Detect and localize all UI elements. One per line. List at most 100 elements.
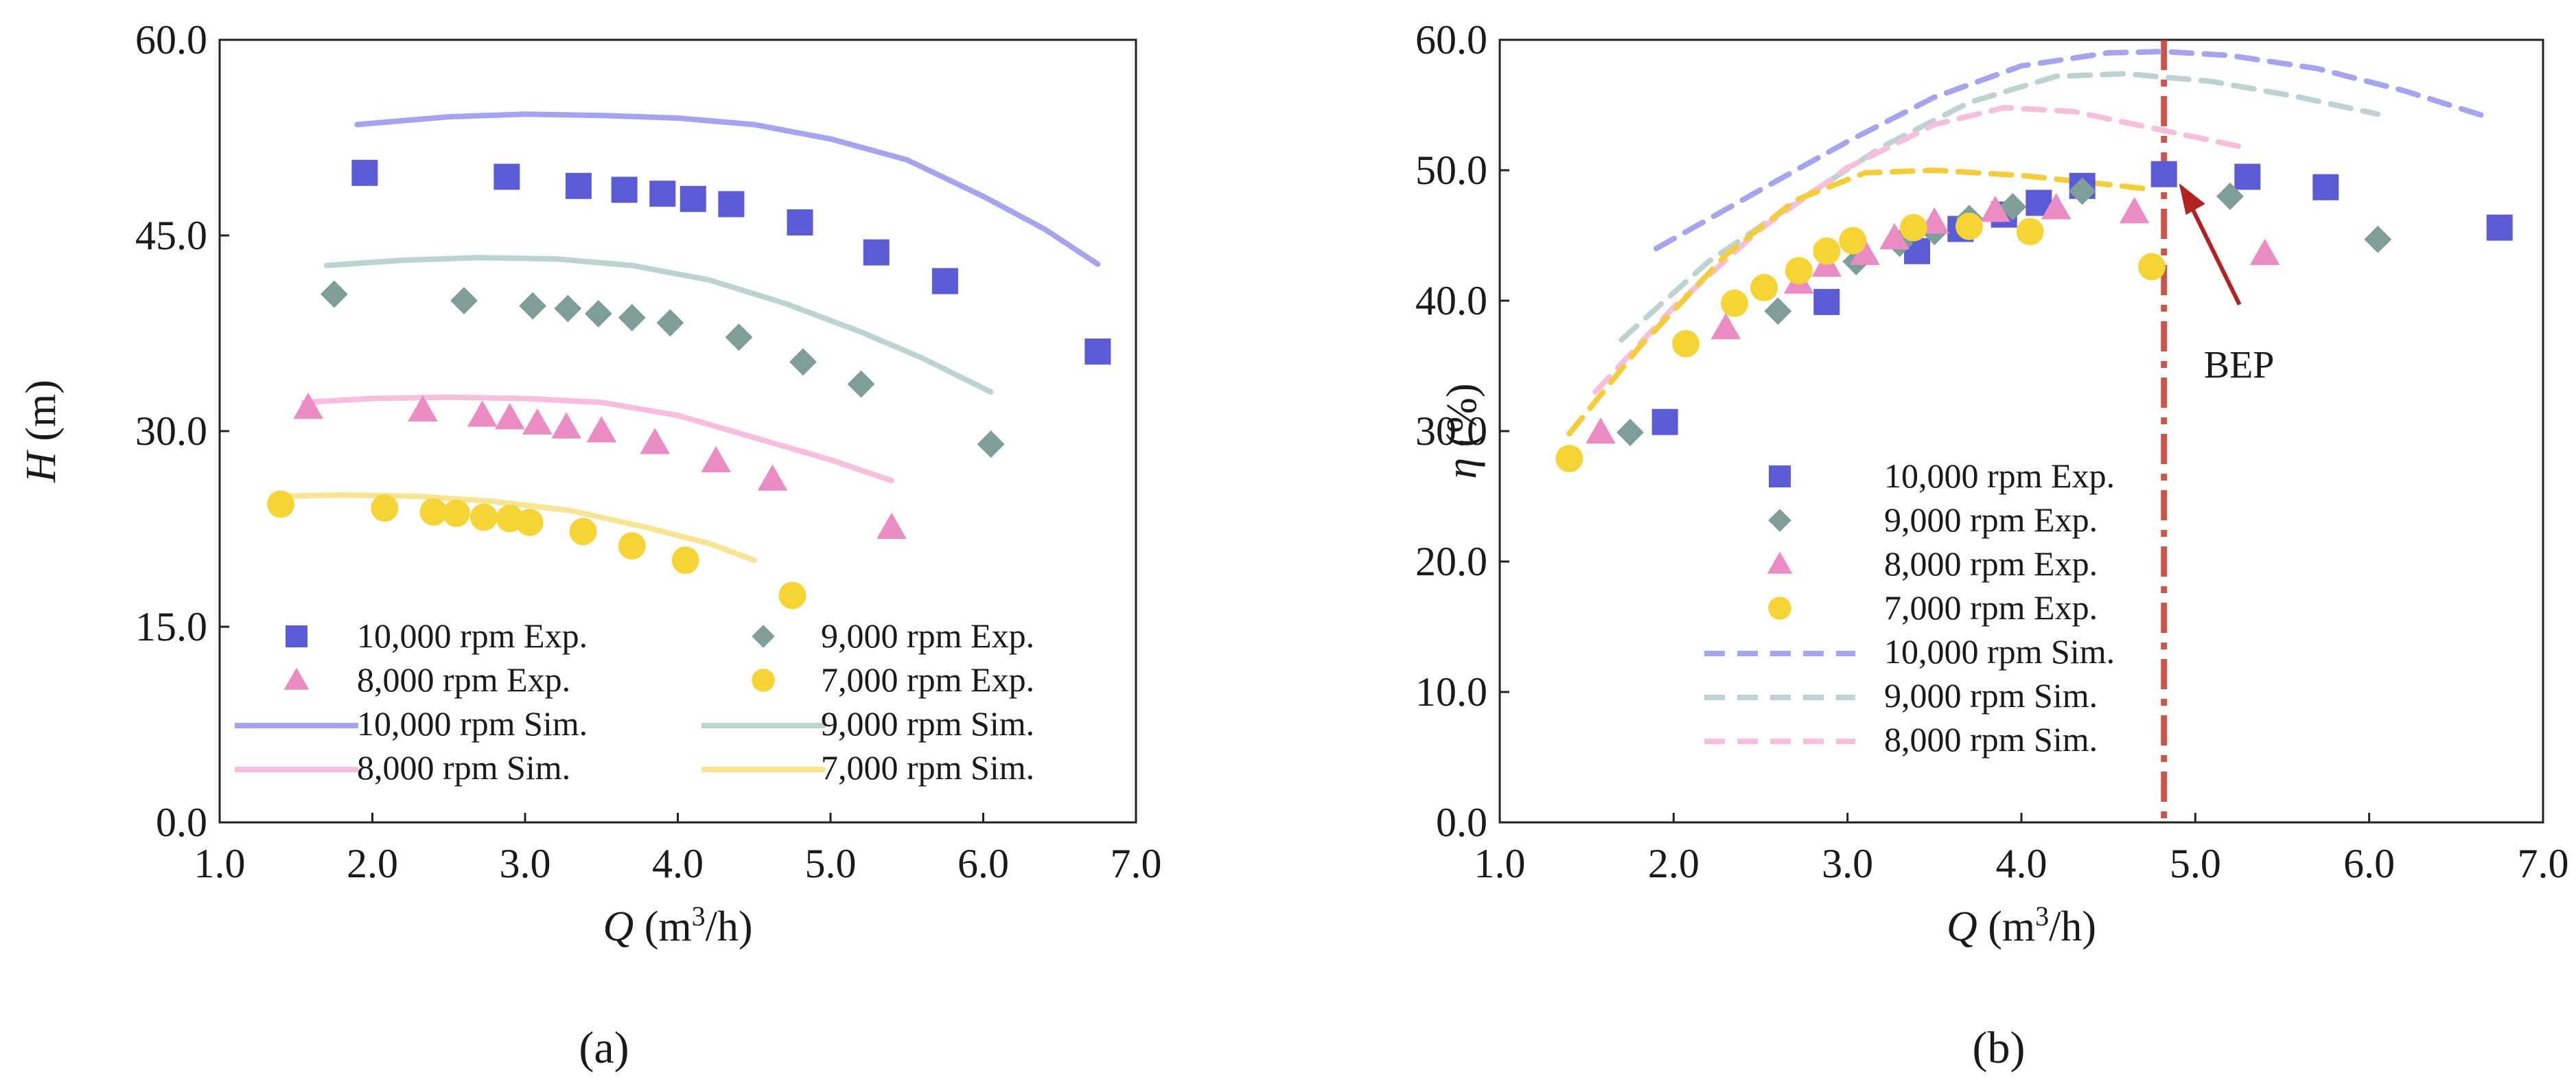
legend-label: 10,000 rpm Exp. xyxy=(1884,457,2115,495)
data-point-e9 xyxy=(2068,177,2096,205)
data-point-e10 xyxy=(718,191,745,218)
data-point-e8 xyxy=(1879,222,1910,250)
data-point-e10 xyxy=(787,209,813,235)
series-line-s8 xyxy=(301,394,894,484)
data-point-e10 xyxy=(1813,288,1840,315)
data-point-e8 xyxy=(586,416,617,443)
data-point-e7 xyxy=(569,518,597,546)
x-tick-label: 5.0 xyxy=(2170,841,2221,886)
legend-label: 9,000 rpm Exp. xyxy=(1884,500,2098,539)
data-point-e8 xyxy=(2119,196,2150,224)
y-tick-label: 0.0 xyxy=(1436,800,1487,845)
y-tick-label: 15.0 xyxy=(135,604,207,649)
data-point-e10 xyxy=(2486,214,2513,241)
y-tick-label: 0.0 xyxy=(156,800,207,845)
legend-label: 8,000 rpm Sim. xyxy=(1884,720,2098,759)
legend-symbol-e7 xyxy=(1768,597,1791,620)
legend-label: 10,000 rpm Exp. xyxy=(357,616,588,655)
series-line-s10 xyxy=(354,111,1101,267)
y-tick-label: 50.0 xyxy=(1415,148,1487,193)
data-point-e7 xyxy=(1839,227,1867,255)
x-axis-label-unit-end: /h) xyxy=(2049,903,2096,950)
data-point-e9 xyxy=(618,303,646,332)
panel-caption: (a) xyxy=(579,1023,629,1073)
y-tick-label: 20.0 xyxy=(1415,539,1487,584)
legend-symbol-e10 xyxy=(286,625,308,647)
data-point-e8 xyxy=(293,392,323,419)
x-tick-label: 2.0 xyxy=(347,841,398,886)
data-point-e10 xyxy=(649,181,676,207)
data-point-e9 xyxy=(584,300,612,327)
data-point-e10 xyxy=(2150,161,2177,187)
x-tick-label: 3.0 xyxy=(1822,841,1873,886)
y-tick-label: 40.0 xyxy=(1415,278,1487,323)
bep-arrow-head xyxy=(2179,183,2205,215)
data-point-e9 xyxy=(847,370,875,398)
data-point-e8 xyxy=(522,408,553,435)
x-axis-label-main: Q xyxy=(1947,903,1977,950)
bep-label: BEP xyxy=(2204,344,2275,386)
series-line-s10 xyxy=(1653,49,2494,251)
x-tick-label: 6.0 xyxy=(2343,841,2395,886)
legend-label: 8,000 rpm Exp. xyxy=(357,660,570,699)
data-point-e7 xyxy=(419,498,448,526)
data-point-e8 xyxy=(408,395,438,421)
y-tick-label: 10.0 xyxy=(1415,669,1487,715)
data-point-e9 xyxy=(554,294,582,323)
x-axis-label-main: Q xyxy=(603,903,634,950)
x-tick-label: 7.0 xyxy=(1111,841,1162,886)
x-axis-label-unit-end: /h) xyxy=(706,903,753,950)
x-tick-label: 1.0 xyxy=(1474,841,1526,886)
legend-symbol-e7 xyxy=(752,669,775,692)
chart-panel-a: 0.0 15.0 30.0 45.0 60.0 1.0 2.0 3.0 4.0 5.0 6.0 7.0… xyxy=(18,17,1162,1073)
legend: 10,000 rpm Exp. 8,000 rpm Exp. 10,000 rpm … xyxy=(235,616,1034,787)
data-point-e9 xyxy=(320,280,348,308)
data-point-e7 xyxy=(671,546,699,575)
bep-arrow-shaft xyxy=(2187,200,2242,306)
data-point-e9 xyxy=(2364,225,2392,253)
data-point-e7 xyxy=(515,509,544,536)
legend-label: 10,000 rpm Sim. xyxy=(1884,632,2115,671)
data-point-e10 xyxy=(863,239,890,266)
data-point-e8 xyxy=(551,412,581,439)
data-point-e8 xyxy=(494,403,525,430)
y-tick-label: 60.0 xyxy=(1415,17,1487,62)
legend-symbol-e8 xyxy=(1767,551,1793,574)
y-axis-label-main: H xyxy=(18,450,65,483)
legend-label: 9,000 rpm Sim. xyxy=(1884,676,2098,715)
data-point-e8 xyxy=(1710,313,1741,340)
legend-label: 8,000 rpm Exp. xyxy=(1884,544,2098,583)
y-axis-label-unit: (%) xyxy=(1439,383,1485,457)
data-point-e7 xyxy=(778,581,807,610)
y-tick-label: 30.0 xyxy=(1415,408,1487,454)
data-point-e8 xyxy=(467,400,498,427)
data-point-e7 xyxy=(1672,330,1700,358)
legend-label: 7,000 rpm Sim. xyxy=(821,748,1034,787)
data-point-e10 xyxy=(494,163,520,190)
data-point-e9 xyxy=(789,348,817,376)
data-point-e8 xyxy=(640,428,670,454)
series-line-s7 xyxy=(278,492,757,564)
data-point-e8 xyxy=(1850,238,1880,265)
data-point-e9 xyxy=(1764,297,1792,325)
legend-label: 9,000 rpm Sim. xyxy=(821,704,1034,743)
x-axis-label-unit: (m xyxy=(634,903,691,950)
data-point-e7 xyxy=(1899,213,1927,242)
y-tick-label: 30.0 xyxy=(135,408,207,454)
data-point-e9 xyxy=(2216,183,2244,210)
data-point-e7 xyxy=(2016,218,2044,246)
data-point-e7 xyxy=(1956,212,1983,240)
data-point-e10 xyxy=(351,159,378,186)
x-axis-label: Q (m3/h) xyxy=(603,901,752,951)
legend-symbol-e8 xyxy=(283,667,310,690)
x-axis-label-unit: (m xyxy=(1977,903,2035,950)
data-point-e9 xyxy=(656,309,684,337)
legend-label: 9,000 rpm Exp. xyxy=(821,616,1034,655)
y-tick-label: 60.0 xyxy=(135,17,207,62)
x-tick-label: 1.0 xyxy=(194,841,246,886)
data-point-e7 xyxy=(2138,253,2166,281)
y-axis-label-unit: (m) xyxy=(18,380,65,452)
data-point-e7 xyxy=(371,494,399,522)
data-point-e8 xyxy=(1586,417,1616,444)
x-axis-label: Q (m3/h) xyxy=(1947,901,2096,951)
